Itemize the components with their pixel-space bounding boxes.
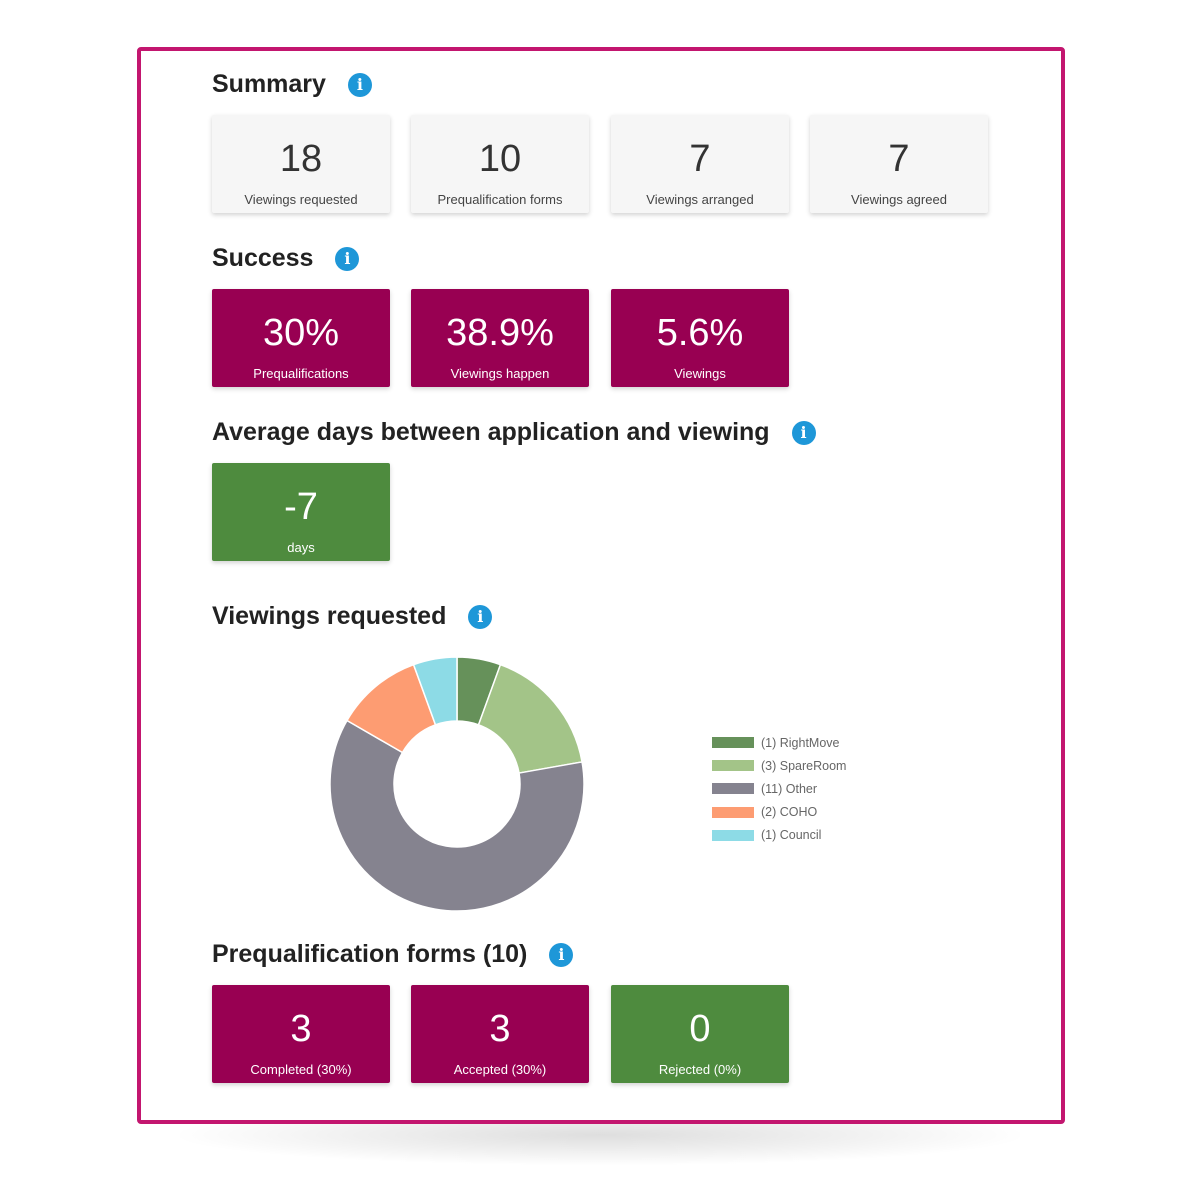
legend-item[interactable]: (2) COHO (712, 801, 846, 824)
summary-value: 10 (478, 138, 522, 180)
legend-item[interactable]: (1) RightMove (712, 731, 846, 754)
legend-label: (1) RightMove (761, 735, 840, 750)
prequal-label: Accepted (30%) (453, 1062, 547, 1077)
legend-swatch (712, 806, 754, 818)
info-icon[interactable]: i (549, 942, 574, 967)
success-card-viewings-happen: 38.9% Viewings happen (411, 289, 589, 387)
summary-card-viewings-arranged: 7 Viewings arranged (611, 115, 789, 213)
average-days-title: Average days between application and vie… (212, 418, 770, 446)
average-days-card: -7 days (212, 463, 390, 561)
prequal-card-rejected: 0 Rejected (0%) (611, 985, 789, 1083)
legend-item[interactable]: (11) Other (712, 777, 846, 800)
legend-label: (11) Other (761, 781, 818, 796)
summary-label: Viewings arranged (646, 192, 754, 207)
prequalification-heading: Prequalification forms (10) i (212, 940, 574, 969)
success-card-prequalifications: 30% Prequalifications (212, 289, 390, 387)
summary-card-viewings-agreed: 7 Viewings agreed (810, 115, 988, 213)
summary-label: Viewings requested (244, 192, 358, 207)
info-icon[interactable]: i (791, 420, 816, 445)
success-title: Success (212, 244, 314, 272)
success-label: Viewings (674, 366, 726, 381)
summary-card-viewings-requested: 18 Viewings requested (212, 115, 390, 213)
success-value: 38.9% (446, 312, 554, 354)
prequal-card-accepted: 3 Accepted (30%) (411, 985, 589, 1083)
legend-label: (1) Council (761, 828, 822, 843)
average-days-heading: Average days between application and vie… (212, 418, 816, 447)
prequal-label: Completed (30%) (250, 1062, 352, 1077)
info-icon[interactable]: i (335, 246, 360, 271)
success-label: Prequalifications (253, 366, 349, 381)
info-icon[interactable]: i (468, 604, 493, 629)
success-heading: Success i (212, 244, 360, 273)
legend-label: (2) COHO (761, 805, 818, 820)
summary-label: Prequalification forms (437, 192, 563, 207)
summary-label: Viewings agreed (851, 192, 947, 207)
prequal-value: 3 (290, 1008, 312, 1050)
success-label: Viewings happen (450, 366, 550, 381)
success-value: 5.6% (656, 312, 744, 354)
viewings-requested-title: Viewings requested (212, 602, 447, 630)
prequal-label: Rejected (0%) (658, 1062, 742, 1077)
summary-value: 18 (279, 138, 323, 180)
viewings-requested-heading: Viewings requested i (212, 602, 493, 631)
prequal-value: 3 (489, 1008, 511, 1050)
legend-swatch (712, 760, 754, 772)
summary-title: Summary (212, 70, 326, 98)
dashboard-panel (137, 47, 1065, 1124)
donut-slice-2[interactable] (329, 719, 585, 912)
viewings-donut-chart (329, 656, 585, 912)
chart-legend: (1) RightMove (3) SpareRoom (11) Other (2) … (712, 731, 846, 847)
legend-item[interactable]: (3) SpareRoom (712, 754, 846, 777)
success-card-viewings: 5.6% Viewings (611, 289, 789, 387)
legend-swatch (712, 783, 754, 795)
legend-swatch (712, 737, 754, 749)
legend-swatch (712, 829, 754, 841)
info-icon[interactable]: i (347, 72, 372, 97)
summary-value: 7 (689, 138, 711, 180)
legend-label: (3) SpareRoom (761, 758, 847, 773)
prequal-card-completed: 3 Completed (30%) (212, 985, 390, 1083)
success-value: 30% (262, 312, 340, 354)
donut-slice-4[interactable] (412, 656, 458, 726)
donut-slice-1[interactable] (477, 663, 583, 774)
legend-item[interactable]: (1) Council (712, 824, 846, 847)
summary-value: 7 (888, 138, 910, 180)
average-days-label: days (287, 540, 315, 555)
prequalification-title: Prequalification forms (10) (212, 940, 528, 968)
average-days-value: -7 (284, 486, 318, 528)
prequal-value: 0 (689, 1008, 711, 1050)
summary-card-prequalification-forms: 10 Prequalification forms (411, 115, 589, 213)
summary-heading: Summary i (212, 70, 372, 99)
